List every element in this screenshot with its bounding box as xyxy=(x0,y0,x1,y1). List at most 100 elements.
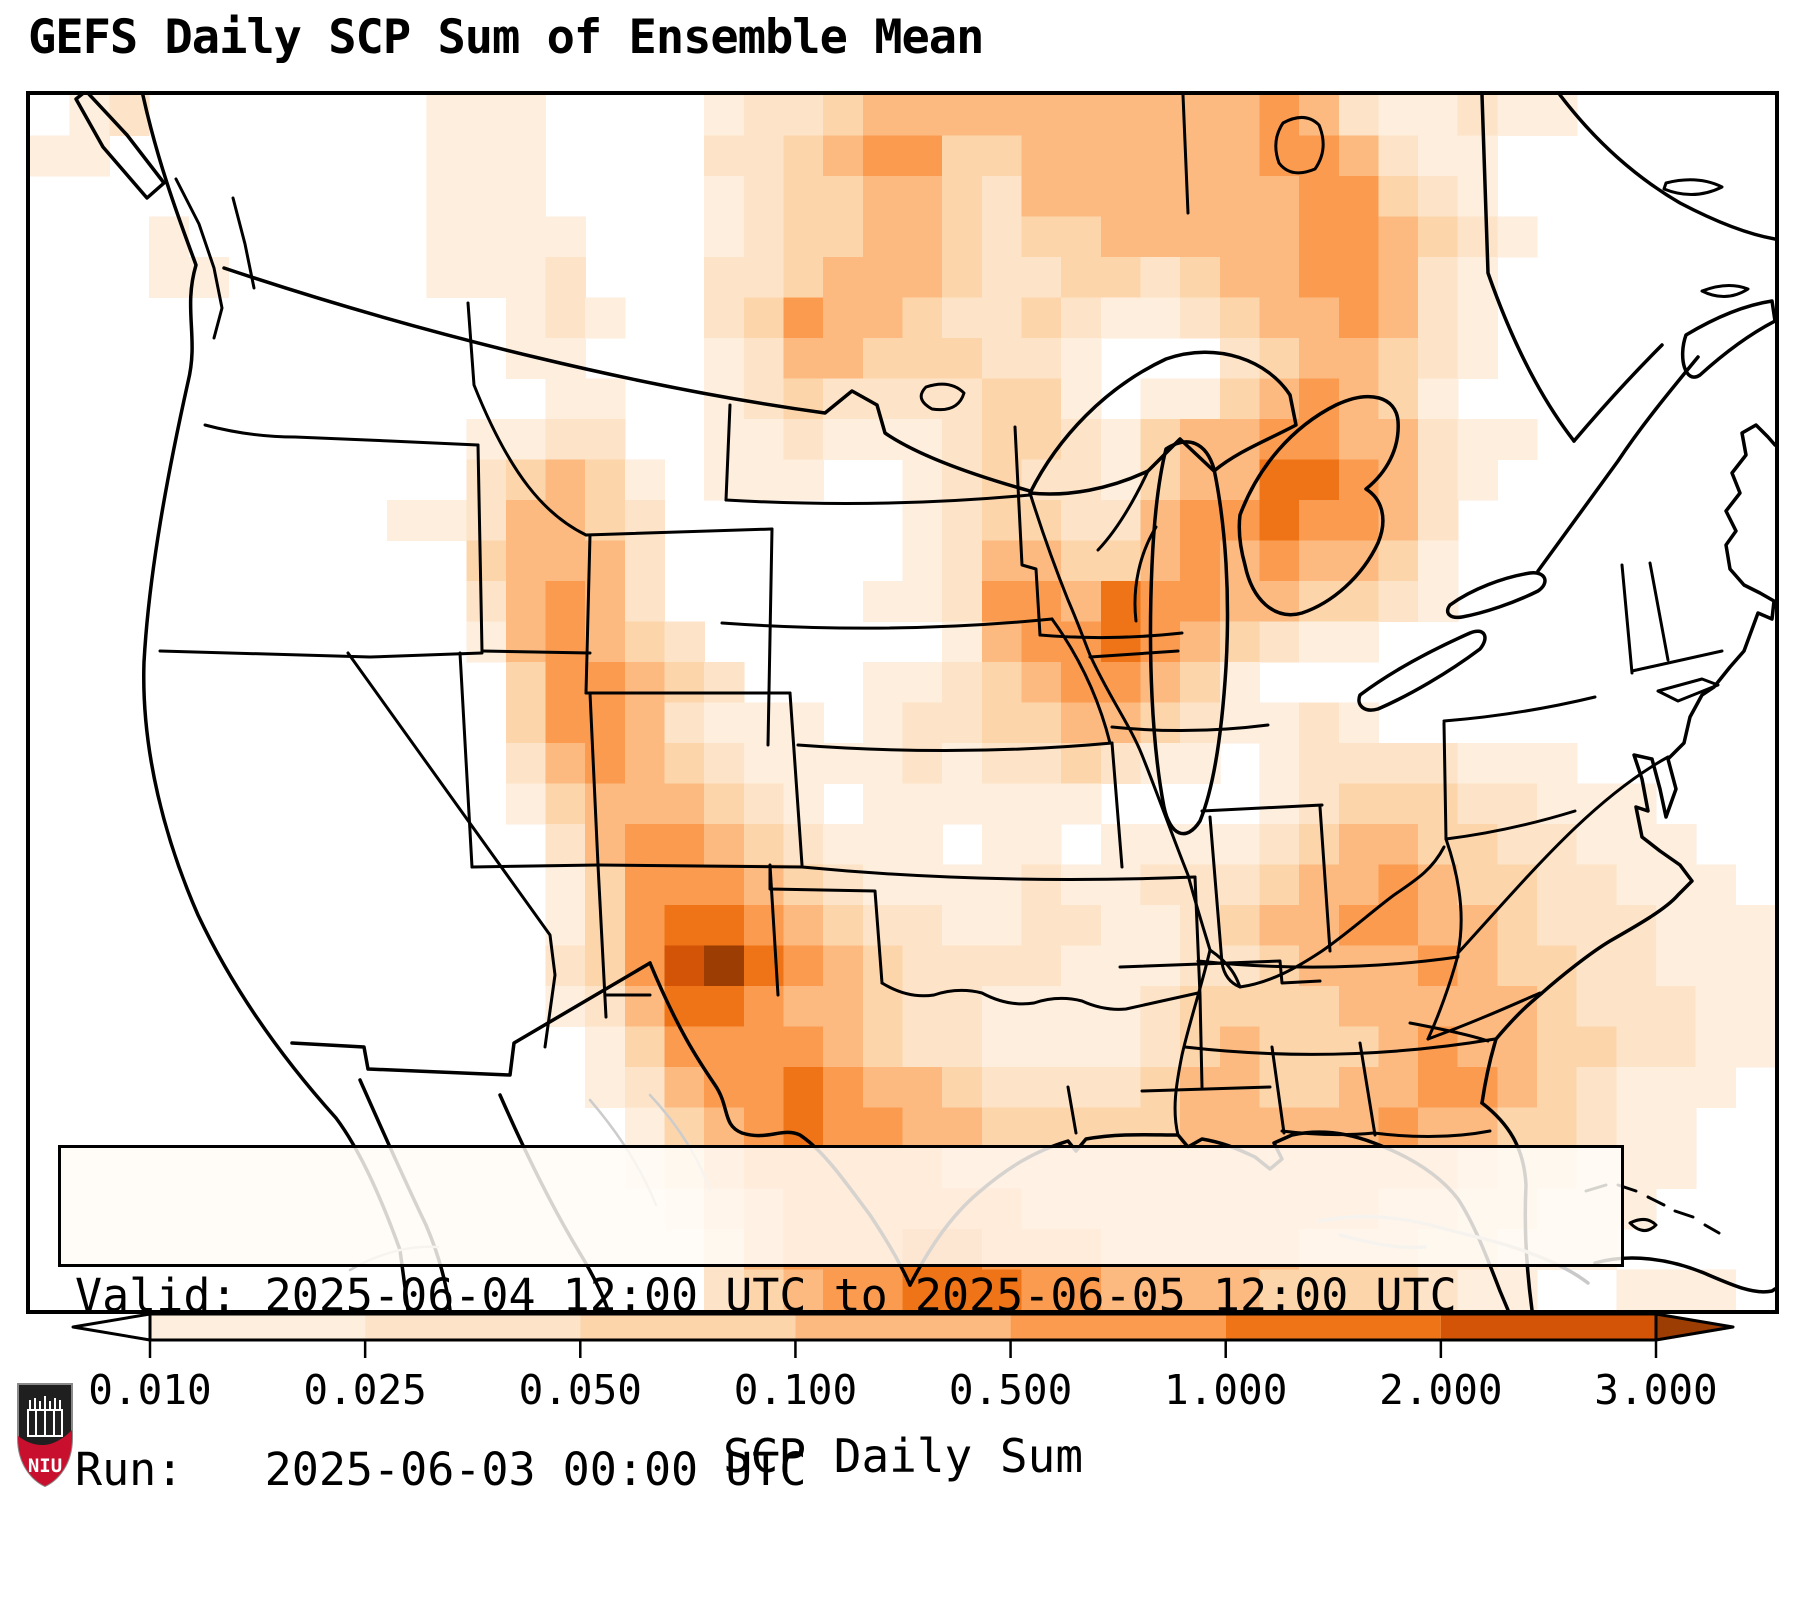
heatmap-cell xyxy=(1100,1107,1142,1149)
heatmap-cell xyxy=(1299,540,1340,582)
heatmap-cell xyxy=(823,986,864,1028)
heatmap-cell xyxy=(1378,743,1419,785)
heatmap-cell xyxy=(1180,621,1221,663)
heatmap-cell xyxy=(1061,864,1102,906)
heatmap-cell xyxy=(743,905,785,947)
ontario-quebec-border xyxy=(1480,95,1576,443)
heatmap-cell xyxy=(1259,338,1300,380)
heatmap-cell xyxy=(704,743,745,785)
heatmap-cell xyxy=(1338,824,1380,866)
heatmap-cell xyxy=(1219,297,1261,339)
heatmap-cell xyxy=(862,864,904,906)
montana-wyoming-border xyxy=(584,527,774,537)
heatmap-cell xyxy=(862,662,904,704)
heatmap-cell xyxy=(1338,95,1380,137)
heatmap-cell xyxy=(942,581,983,623)
heatmap-cell xyxy=(704,459,745,501)
wyoming-west-border xyxy=(584,533,592,695)
heatmap-cell xyxy=(704,135,745,177)
heatmap-cell xyxy=(942,702,983,744)
texas-louisiana-border xyxy=(1066,1085,1078,1135)
heatmap-cell xyxy=(585,905,626,947)
heatmap-cell xyxy=(1061,176,1102,218)
heatmap-cell xyxy=(1576,783,1617,825)
northdakota-southdakota-border xyxy=(724,493,1032,506)
heatmap-cell xyxy=(1021,338,1062,380)
heatmap-cell xyxy=(1100,1067,1142,1109)
heatmap-cell xyxy=(1418,95,1459,137)
heatmap-cell xyxy=(981,540,1023,582)
heatmap-cell xyxy=(505,257,547,299)
heatmap-cell xyxy=(704,702,745,744)
heatmap-cell xyxy=(1259,500,1300,542)
heatmap-cell xyxy=(704,297,745,339)
heatmap-cell xyxy=(1656,824,1697,866)
heatmap-cell xyxy=(981,176,1023,218)
heatmap-cell xyxy=(1100,1026,1142,1068)
heatmap-cell xyxy=(624,1067,666,1109)
heatmap-cell xyxy=(704,257,745,299)
heatmap-cell xyxy=(783,1067,824,1109)
heatmap-cell xyxy=(664,864,705,906)
heatmap-cell xyxy=(1457,459,1498,501)
heatmap-cell xyxy=(624,905,666,947)
heatmap-cell xyxy=(1418,945,1459,987)
heatmap-cell xyxy=(902,1026,943,1068)
pacific-coastline xyxy=(141,95,410,1310)
heatmap-cell xyxy=(1021,1026,1062,1068)
heatmap-cell xyxy=(664,1067,705,1109)
heatmap-cell xyxy=(1616,1269,1657,1310)
heatmap-cell xyxy=(1537,905,1578,947)
heatmap-cell xyxy=(1100,864,1142,906)
heatmap-cell xyxy=(704,986,745,1028)
heatmap-cell xyxy=(1259,783,1300,825)
heatmap-cell xyxy=(1061,257,1102,299)
heatmap-cell xyxy=(1100,176,1142,218)
heatmap-cell xyxy=(1378,1269,1419,1310)
pennsylvania-south-border xyxy=(1444,809,1577,841)
heatmap-cell xyxy=(1219,1269,1261,1310)
heatmap-cell xyxy=(585,662,626,704)
heatmap-cell xyxy=(1616,1107,1657,1149)
colorbar-tick-label: 0.025 xyxy=(303,1366,426,1414)
heatmap-cell xyxy=(1418,297,1459,339)
heatmap-cell xyxy=(1338,1067,1380,1109)
heatmap-cell xyxy=(942,135,983,177)
heatmap-cell xyxy=(1457,1067,1498,1109)
heatmap-cell xyxy=(1338,864,1380,906)
heatmap-cell xyxy=(505,500,547,542)
heatmap-cell xyxy=(862,581,904,623)
heatmap-cell xyxy=(1100,419,1142,461)
heatmap-cell xyxy=(981,297,1023,339)
heatmap-cell xyxy=(981,1026,1023,1068)
heatmap-cell xyxy=(1338,419,1380,461)
heatmap-cell xyxy=(466,459,507,501)
ohio-river-border xyxy=(1208,845,1446,989)
heatmap-cell xyxy=(545,378,586,420)
heatmap-cell xyxy=(1180,378,1221,420)
heatmap-cell xyxy=(1061,378,1102,420)
heatmap-cell xyxy=(505,216,547,258)
wyoming-east-nebraska-west-border xyxy=(766,527,774,747)
heatmap-cell xyxy=(942,864,983,906)
heatmap-cell xyxy=(1180,1269,1221,1310)
heatmap-cell xyxy=(1021,581,1062,623)
heatmap-cell xyxy=(1061,945,1102,987)
heatmap-cell xyxy=(1457,216,1498,258)
utah-arizona-border xyxy=(470,863,600,869)
heatmap-cell xyxy=(1180,257,1221,299)
heatmap-cell xyxy=(1299,743,1340,785)
lake-michigan xyxy=(1148,440,1230,836)
green-bay xyxy=(1133,525,1158,623)
heatmap-cell xyxy=(1418,135,1459,177)
heatmap-cell xyxy=(1338,500,1380,542)
heatmap-cell xyxy=(545,702,586,744)
heatmap-cell xyxy=(505,540,547,582)
heatmap-cell xyxy=(1418,1269,1459,1310)
heatmap-cell xyxy=(1299,338,1340,380)
heatmap-cell xyxy=(862,1026,904,1068)
heatmap-cell xyxy=(1100,540,1142,582)
heatmap-cell xyxy=(1219,216,1261,258)
heatmap-cell xyxy=(1537,95,1578,137)
heatmap-cell xyxy=(545,824,586,866)
